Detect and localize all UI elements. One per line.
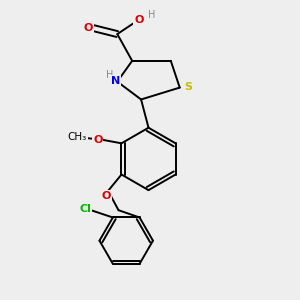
Text: CH₃: CH₃ — [68, 132, 87, 142]
Text: O: O — [93, 135, 102, 145]
Text: O: O — [102, 191, 111, 201]
Text: O: O — [83, 23, 93, 33]
Text: N: N — [111, 76, 120, 86]
Text: H: H — [106, 70, 114, 80]
Text: H: H — [148, 10, 155, 20]
Text: S: S — [184, 82, 192, 92]
Text: O: O — [134, 15, 143, 25]
Text: Cl: Cl — [79, 204, 91, 214]
